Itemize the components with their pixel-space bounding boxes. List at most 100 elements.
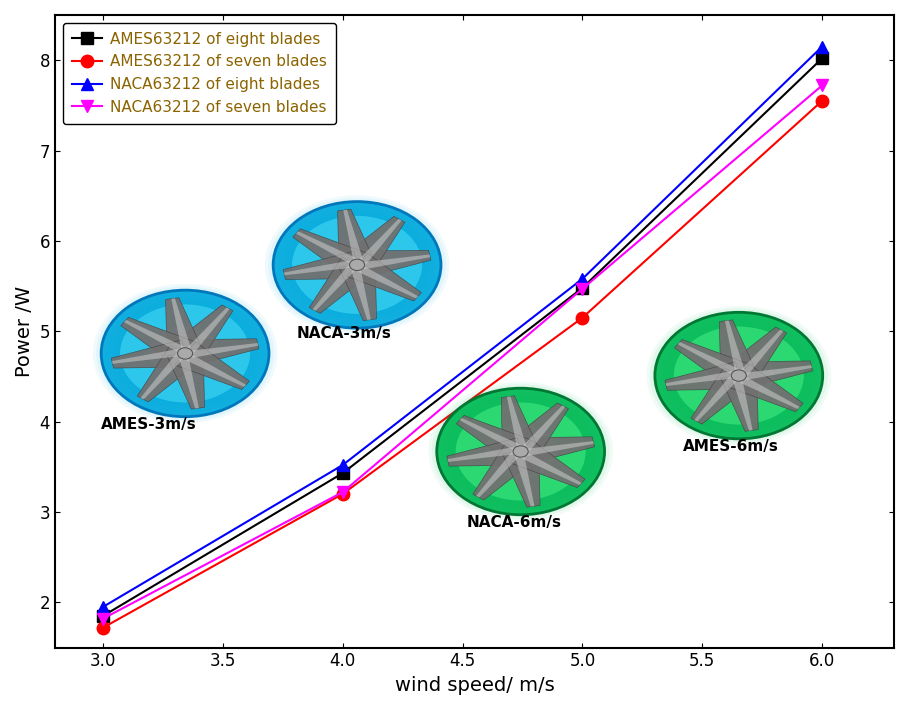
Polygon shape (460, 418, 524, 453)
Ellipse shape (673, 326, 804, 425)
Polygon shape (111, 339, 188, 368)
Ellipse shape (448, 397, 594, 506)
Ellipse shape (99, 289, 271, 418)
Polygon shape (121, 317, 195, 365)
Polygon shape (734, 374, 800, 409)
Ellipse shape (305, 225, 410, 305)
Polygon shape (354, 250, 431, 278)
Ellipse shape (646, 306, 831, 445)
Polygon shape (501, 395, 539, 454)
Ellipse shape (274, 202, 441, 328)
Polygon shape (719, 320, 757, 378)
Polygon shape (112, 348, 185, 364)
Ellipse shape (670, 323, 808, 427)
Ellipse shape (135, 316, 235, 390)
Ellipse shape (432, 384, 610, 518)
Ellipse shape (686, 336, 792, 415)
Ellipse shape (689, 338, 788, 413)
Ellipse shape (445, 394, 596, 508)
Ellipse shape (683, 333, 794, 417)
AMES63212 of seven blades (816, 97, 827, 105)
Ellipse shape (513, 446, 528, 457)
Ellipse shape (109, 296, 261, 410)
Ellipse shape (462, 407, 580, 496)
Polygon shape (520, 441, 594, 457)
Polygon shape (170, 305, 233, 361)
Polygon shape (738, 365, 812, 381)
Polygon shape (724, 327, 786, 383)
Ellipse shape (436, 388, 604, 515)
Polygon shape (507, 396, 528, 452)
Polygon shape (456, 415, 531, 463)
Ellipse shape (455, 403, 585, 501)
Ellipse shape (442, 392, 600, 511)
Text: NACA-3m/s: NACA-3m/s (296, 326, 392, 341)
Line: NACA63212 of seven blades: NACA63212 of seven blades (96, 80, 828, 625)
Ellipse shape (435, 387, 606, 516)
AMES63212 of seven blades (337, 490, 348, 498)
Ellipse shape (288, 213, 426, 317)
Polygon shape (503, 449, 540, 507)
Polygon shape (518, 405, 565, 454)
Polygon shape (182, 339, 259, 367)
AMES63212 of seven blades (97, 623, 108, 632)
Ellipse shape (679, 331, 798, 420)
Ellipse shape (275, 203, 439, 327)
Polygon shape (183, 307, 230, 356)
Polygon shape (124, 320, 189, 355)
AMES63212 of eight blades (97, 612, 108, 621)
NACA63212 of eight blades (337, 461, 348, 469)
Ellipse shape (452, 399, 590, 503)
Ellipse shape (295, 218, 420, 312)
Polygon shape (725, 320, 746, 376)
Polygon shape (296, 231, 361, 266)
Ellipse shape (428, 382, 613, 521)
Polygon shape (178, 353, 199, 409)
Polygon shape (284, 251, 360, 280)
Polygon shape (691, 368, 754, 424)
Ellipse shape (676, 328, 802, 422)
Ellipse shape (656, 313, 821, 437)
Ellipse shape (115, 301, 255, 405)
Ellipse shape (149, 327, 221, 381)
Ellipse shape (464, 409, 576, 493)
Ellipse shape (468, 412, 574, 491)
Ellipse shape (177, 348, 193, 359)
Ellipse shape (120, 305, 250, 403)
Ellipse shape (350, 259, 365, 271)
Y-axis label: Power /W: Power /W (15, 285, 34, 377)
Polygon shape (342, 217, 405, 273)
Ellipse shape (458, 404, 584, 498)
Polygon shape (694, 372, 741, 422)
Ellipse shape (93, 284, 277, 423)
Line: NACA63212 of eight blades: NACA63212 of eight blades (96, 40, 828, 613)
Polygon shape (356, 254, 430, 271)
Polygon shape (171, 298, 193, 354)
Ellipse shape (96, 286, 275, 420)
Ellipse shape (322, 238, 393, 292)
Ellipse shape (119, 304, 251, 403)
Text: NACA-6m/s: NACA-6m/s (466, 515, 561, 530)
AMES63212 of eight blades (337, 469, 348, 477)
Ellipse shape (471, 414, 570, 488)
Ellipse shape (438, 389, 603, 513)
Ellipse shape (265, 195, 449, 334)
Polygon shape (728, 364, 804, 412)
Ellipse shape (660, 316, 818, 435)
NACA63212 of eight blades (816, 43, 827, 51)
Ellipse shape (298, 220, 416, 310)
Polygon shape (736, 329, 784, 378)
AMES63212 of eight blades (577, 284, 588, 293)
Line: AMES63212 of seven blades: AMES63212 of seven blades (96, 94, 828, 634)
Polygon shape (346, 253, 422, 301)
Ellipse shape (281, 208, 433, 322)
Polygon shape (313, 262, 359, 311)
Polygon shape (355, 219, 402, 268)
Ellipse shape (485, 425, 556, 479)
Polygon shape (339, 263, 376, 321)
Line: AMES63212 of eight blades: AMES63212 of eight blades (97, 53, 828, 621)
NACA63212 of seven blades (97, 614, 108, 623)
Ellipse shape (301, 223, 413, 307)
Ellipse shape (654, 312, 823, 439)
Polygon shape (447, 446, 521, 462)
